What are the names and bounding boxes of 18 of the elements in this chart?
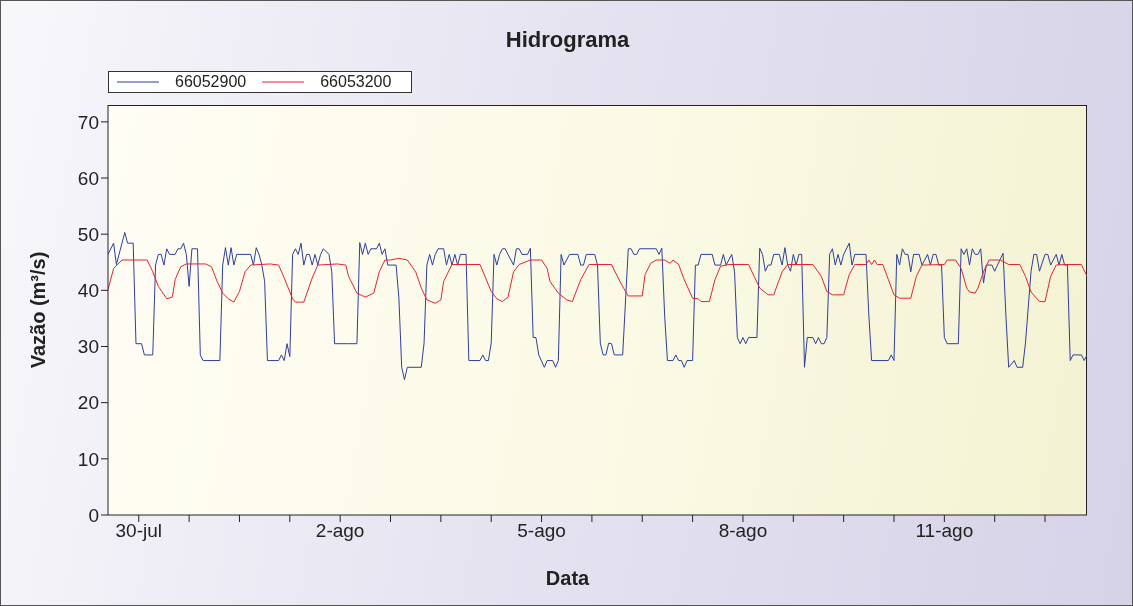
x-tick-label: 5-ago (517, 520, 566, 542)
y-tick-label: 10 (77, 448, 99, 470)
legend-label: 66053200 (319, 73, 392, 91)
y-tick-label: 0 (88, 504, 99, 526)
y-tick-label: 30 (77, 336, 99, 358)
y-axis-title: Vazão (m³/s) (26, 251, 50, 369)
y-tick-label: 50 (77, 223, 99, 245)
chart-title: Hidrograma (504, 27, 631, 53)
legend-label: 66052900 (174, 73, 247, 91)
y-tick-label: 40 (77, 280, 99, 302)
x-tick-label: 2-ago (315, 520, 365, 542)
x-tick-label: 11-ago (915, 520, 974, 542)
y-tick-label: 60 (77, 167, 99, 189)
x-axis-title: Data (544, 567, 591, 590)
x-tick-label: 30-jul (115, 520, 163, 542)
x-tick-label: 8-ago (718, 520, 768, 542)
y-tick-label: 20 (77, 392, 99, 414)
y-tick-label: 70 (77, 111, 99, 133)
